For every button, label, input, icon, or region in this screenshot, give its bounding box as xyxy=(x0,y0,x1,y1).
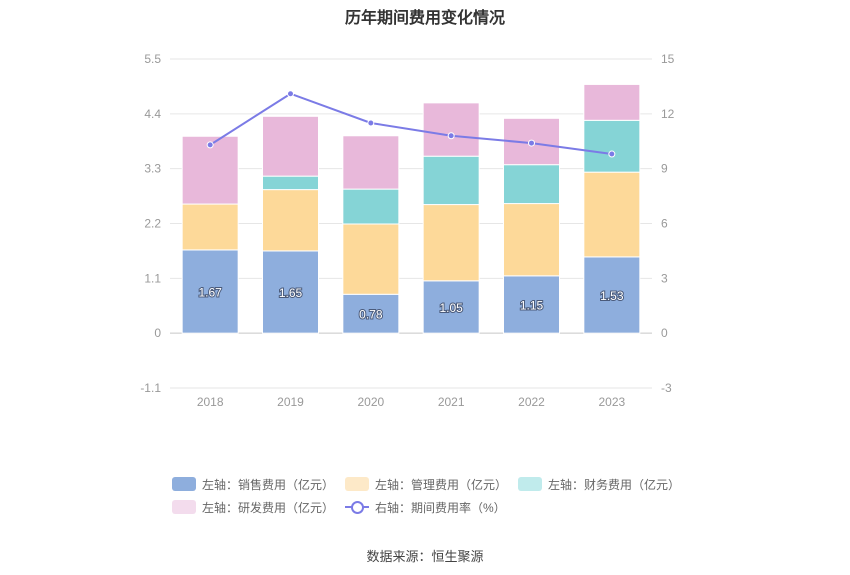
right-axis-tick: 9 xyxy=(661,162,668,176)
data-label-sales: 0.78 xyxy=(359,308,383,322)
x-axis-label: 2023 xyxy=(598,395,625,409)
chart-canvas: 5.5 15 4.4 12 3.3 9 2.2 6 1.1 3 0 0 -1.1 -3 2018 1.67 20… xyxy=(140,52,675,409)
right-axis-tick: 12 xyxy=(661,107,675,121)
left-axis-tick: 4.4 xyxy=(144,107,161,121)
x-axis-label: 2018 xyxy=(197,395,224,409)
bar-rd xyxy=(422,102,480,157)
line-point-rate xyxy=(528,139,535,147)
legend-swatch-sales xyxy=(172,477,196,491)
legend-item-admin[interactable]: 左轴：管理费用（亿元） xyxy=(345,476,518,493)
bar-sales xyxy=(503,275,560,334)
bar-sales xyxy=(342,293,400,334)
legend-swatch-finance xyxy=(518,477,542,491)
right-axis-tick: -3 xyxy=(661,381,672,395)
legend-label-sales: 左轴：销售费用（亿元） xyxy=(202,477,335,492)
x-axis-label: 2022 xyxy=(518,395,545,409)
bar-finance xyxy=(342,188,400,225)
x-axis-label: 2019 xyxy=(277,395,304,409)
x-axis-label: 2020 xyxy=(357,395,384,409)
bar-finance xyxy=(262,175,319,191)
line-point-rate xyxy=(367,119,375,127)
line-point-rate xyxy=(287,90,294,98)
data-label-sales: 1.67 xyxy=(198,286,222,300)
right-axis-tick: 15 xyxy=(661,52,675,66)
bar-rd xyxy=(583,83,641,121)
legend-swatch-admin xyxy=(345,477,369,491)
left-axis-tick: -1.1 xyxy=(140,381,161,395)
right-axis-tick: 0 xyxy=(661,326,668,340)
left-axis-tick: 5.5 xyxy=(144,52,161,66)
legend-label-admin: 左轴：管理费用（亿元） xyxy=(375,477,508,492)
right-axis-tick: 3 xyxy=(661,271,668,285)
bar-rd xyxy=(262,115,319,177)
legend-line-icon xyxy=(345,500,369,514)
left-axis-tick: 2.2 xyxy=(144,217,161,231)
line-point-rate xyxy=(447,132,455,140)
bar-admin xyxy=(503,203,560,277)
bar-finance xyxy=(422,155,480,206)
bar-rd xyxy=(342,135,400,190)
bar-sales xyxy=(583,256,641,334)
bar-admin xyxy=(262,189,319,252)
legend: 左轴：销售费用（亿元） 左轴：管理费用（亿元） 左轴：财务费用（亿元） 左轴：研… xyxy=(172,473,692,519)
right-axis-tick: 6 xyxy=(661,217,668,231)
data-label-sales: 1.15 xyxy=(520,299,544,313)
data-source: 数据来源：恒生聚源 xyxy=(366,549,484,564)
data-label-sales: 1.05 xyxy=(439,301,463,315)
line-point-rate xyxy=(206,141,214,149)
data-label-sales: 1.53 xyxy=(600,289,624,303)
bar-sales xyxy=(262,250,319,334)
legend-label-finance: 左轴：财务费用（亿元） xyxy=(548,477,681,492)
bar-admin xyxy=(422,204,480,282)
bar-finance xyxy=(583,119,641,173)
left-axis-tick: 1.1 xyxy=(144,271,161,285)
bar-admin xyxy=(583,171,641,258)
line-point-rate xyxy=(608,150,616,158)
chart-title: 历年期间费用变化情况 xyxy=(344,10,505,27)
legend-label-rate: 右轴：期间费用率（%） xyxy=(375,500,506,515)
legend-item-finance[interactable]: 左轴：财务费用（亿元） xyxy=(518,476,691,493)
x-axis-label: 2021 xyxy=(438,395,465,409)
line-rate xyxy=(209,92,612,156)
data-label-sales: 1.65 xyxy=(279,286,303,300)
bar-admin xyxy=(342,223,400,295)
legend-item-rate[interactable]: 右轴：期间费用率（%） xyxy=(345,499,518,516)
legend-item-sales[interactable]: 左轴：销售费用（亿元） xyxy=(172,476,345,493)
legend-swatch-rd xyxy=(172,500,196,514)
bar-finance xyxy=(503,164,560,205)
legend-item-rd[interactable]: 左轴：研发费用（亿元） xyxy=(172,499,345,516)
left-axis-tick: 0 xyxy=(154,326,161,340)
left-axis-tick: 3.3 xyxy=(144,162,161,176)
bar-admin xyxy=(181,203,239,251)
bar-sales xyxy=(422,280,480,334)
legend-label-rd: 左轴：研发费用（亿元） xyxy=(202,500,335,515)
